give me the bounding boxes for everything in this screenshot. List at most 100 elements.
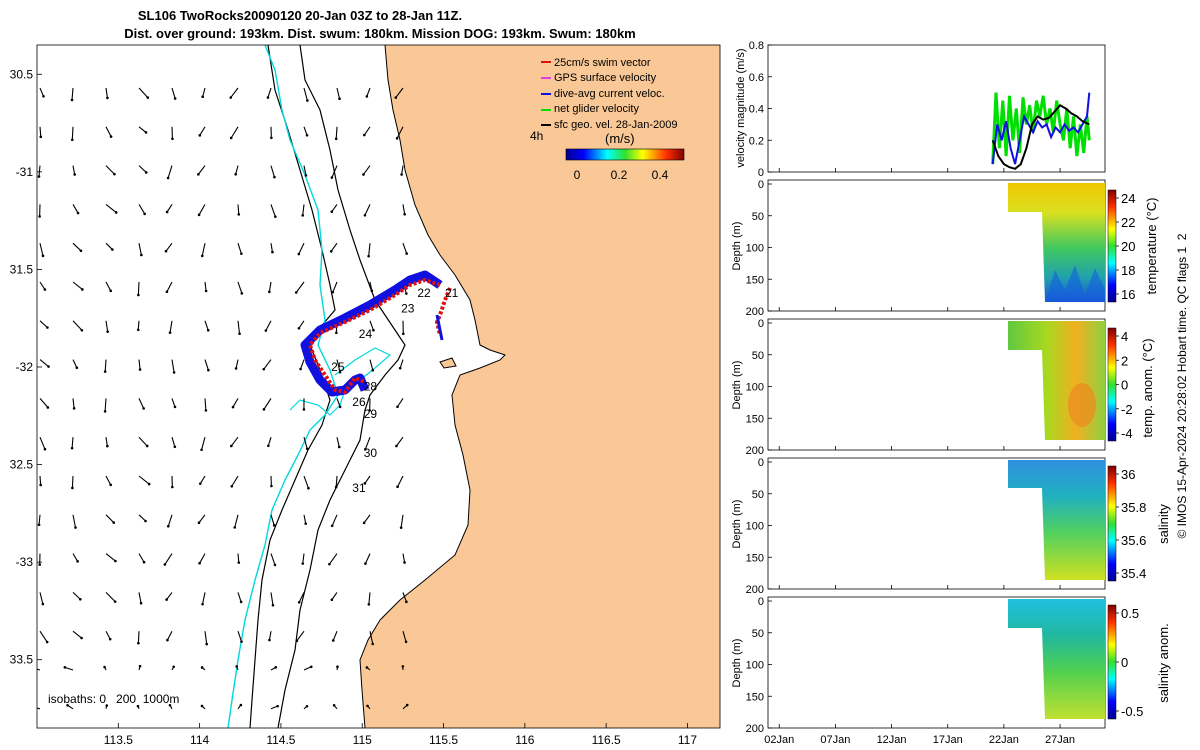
- velocity-vector-head: [142, 560, 146, 564]
- velocity-vector-head: [38, 215, 41, 218]
- map-frame: [36, 44, 721, 729]
- land-east-block: [694, 45, 720, 360]
- velocity-vector-head: [271, 603, 275, 607]
- velocity-vector-arrow: [230, 436, 239, 447]
- velocity-vector-arrow: [72, 514, 77, 528]
- velocity-vector-head: [372, 328, 375, 332]
- velocity-vector-arrow: [202, 592, 206, 605]
- depth-tick-label: 100: [746, 382, 764, 394]
- velocity-vector-head: [363, 133, 366, 137]
- velocity-vector-arrow: [270, 165, 275, 178]
- velocity-vector-arrow: [302, 204, 305, 216]
- velocity-vector-head: [303, 743, 306, 746]
- velocity-vector-head: [305, 133, 309, 137]
- velocity-vector-head: [144, 131, 148, 134]
- velocity-vector-arrow: [135, 745, 139, 748]
- velocity-vector-arrow: [138, 553, 145, 563]
- velocity-vector-head: [168, 703, 172, 707]
- velocity-vector-arrow: [302, 553, 305, 564]
- velocity-vector-head: [274, 215, 277, 218]
- velocity-vector-arrow: [204, 359, 209, 371]
- velocity-vector-head: [363, 482, 367, 485]
- temperature-field: [1008, 183, 1105, 302]
- section-ticks: 0501001502002422201816050100150200420-2-…: [746, 179, 1147, 735]
- velocity-vector-head: [198, 134, 202, 137]
- velocity-vector-head: [46, 406, 50, 409]
- velocity-vector-arrow: [270, 243, 273, 253]
- velocity-vector-head: [399, 526, 403, 529]
- time-tick-label: 07Jan: [820, 734, 850, 746]
- temperature-cbar-label: temperature (°C): [1144, 198, 1159, 295]
- velocity-vector-arrow: [401, 165, 404, 175]
- velocity-vector-arrow: [39, 281, 46, 290]
- velocity-vector-arrow: [105, 592, 116, 603]
- velocity-vector-arrow: [171, 359, 175, 373]
- velocity-vector-arrow: [303, 666, 312, 671]
- velocity-vector-head: [45, 640, 49, 644]
- velocity-vector-head: [204, 289, 208, 293]
- time-step-label: 4h: [530, 129, 543, 143]
- velocity-vector-head: [295, 639, 299, 643]
- velocity-y-ticks: 0 0.2 0.4 0.6 0.8: [749, 40, 772, 179]
- depth-tick-label: 150: [746, 691, 764, 703]
- depth-tick-label: 150: [746, 413, 764, 425]
- velocity-vector-head: [39, 135, 43, 139]
- velocity-vector-head: [395, 444, 398, 448]
- temp-anom-colorbar: [1107, 327, 1117, 442]
- velocity-vector-arrow: [328, 553, 338, 565]
- velocity-vector-arrow: [138, 243, 142, 256]
- velocity-vector-head: [111, 248, 114, 251]
- cbar-tick-label: 20: [1121, 239, 1135, 254]
- velocity-vector-head: [367, 603, 371, 606]
- velocity-vector-arrow: [331, 204, 338, 213]
- velocity-vector-head: [331, 639, 335, 642]
- velocity-vector-arrow: [72, 242, 82, 252]
- velocity-vector-head: [237, 213, 241, 216]
- velocity-vector-arrow: [171, 398, 176, 408]
- velocity-vector-arrow: [72, 359, 78, 368]
- velocity-vector-head: [262, 408, 266, 411]
- velocity-vector-head: [205, 642, 208, 646]
- velocity-vector-head: [103, 370, 107, 373]
- depth-tick-label: 100: [746, 521, 764, 533]
- velocity-vector-arrow: [72, 204, 79, 214]
- velocity-vector-arrow: [402, 592, 407, 603]
- velocity-vector-head: [405, 600, 408, 604]
- velocity-vector-arrow: [168, 744, 172, 748]
- colorbar-tick-0: 0: [574, 168, 581, 182]
- velocity-vector-arrow: [369, 631, 374, 645]
- velocity-vector-head: [103, 410, 107, 413]
- velocity-vector-arrow: [402, 204, 406, 215]
- velocity-vector-head: [400, 173, 403, 176]
- velocity-series-line: [991, 92, 1091, 165]
- track-start-segment: [435, 314, 444, 341]
- velocity-vector-head: [394, 96, 398, 99]
- time-tick-label: 12Jan: [877, 734, 907, 746]
- velocity-vector-head: [200, 254, 204, 258]
- depth-tick-label: 0: [758, 179, 764, 191]
- velocity-vector-arrow: [296, 630, 305, 642]
- velocity-vector-arrow: [64, 666, 74, 671]
- velocity-vector-arrow: [72, 745, 73, 748]
- salinity-colorbar: [1107, 465, 1117, 582]
- velocity-vector-head: [106, 96, 109, 100]
- velocity-vector-arrow: [237, 320, 241, 334]
- velocity-vector-head: [112, 521, 116, 524]
- depth-tick-label: 50: [752, 350, 764, 362]
- velocity-vector-head: [207, 368, 210, 372]
- velocity-vector-arrow: [298, 320, 305, 329]
- velocity-vector-head: [41, 254, 45, 258]
- velocity-vector-arrow: [369, 281, 373, 291]
- velocity-vector-head: [137, 641, 140, 645]
- velocity-vector-head: [74, 526, 77, 529]
- velocity-vector-arrow: [403, 745, 408, 747]
- velocity-vector-arrow: [138, 398, 145, 409]
- velocity-vector-head: [139, 601, 143, 605]
- velocity-lines: [991, 92, 1091, 170]
- map-y-tick-label: 33.5: [10, 653, 34, 667]
- island: [439, 357, 457, 369]
- velocity-vector-arrow: [138, 514, 146, 522]
- velocity-vector-head: [301, 214, 305, 217]
- velocity-vector-arrow: [333, 744, 337, 748]
